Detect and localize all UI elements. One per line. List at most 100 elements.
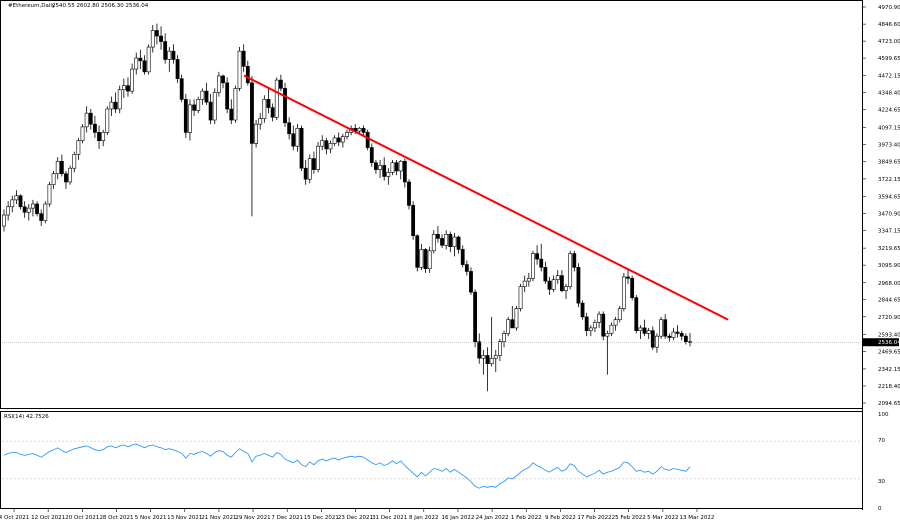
candle-body (469, 271, 473, 293)
candle (551, 275, 556, 293)
candle (258, 113, 263, 130)
candle (452, 232, 457, 257)
candle (14, 190, 19, 205)
candle-body (328, 143, 333, 150)
candle (382, 157, 387, 181)
candle-body (245, 66, 250, 84)
price-axis-ticks: 4970.90 4846.60 4723.00 4599.65 4472.15 4348.… (862, 5, 900, 407)
rsi-tick-100: 100 (878, 412, 889, 418)
candle-body (146, 46, 151, 73)
candle (481, 349, 486, 375)
candle-body (97, 132, 101, 141)
candle (332, 135, 337, 147)
candle-body (266, 99, 271, 108)
price-tick-label: 4970.90 (878, 5, 900, 11)
date-tick-label: 28 Oct 2021 (99, 515, 133, 521)
candle (374, 159, 378, 174)
candle-body (493, 355, 498, 359)
candle-body (535, 253, 539, 260)
candle (448, 231, 453, 253)
candle-body (584, 316, 589, 331)
candle (485, 347, 490, 392)
candle (506, 316, 511, 337)
candle-body (39, 213, 44, 221)
candle (535, 245, 539, 265)
candle (183, 93, 188, 138)
candle (225, 77, 230, 114)
candle-body (502, 333, 506, 342)
candle-body (576, 267, 581, 304)
candle-body (183, 99, 188, 133)
candle (667, 333, 672, 342)
candle-body (307, 158, 312, 180)
candle-body (601, 313, 606, 337)
price-tick-label: 4723.00 (878, 39, 900, 45)
candle (423, 248, 428, 273)
candle (683, 333, 688, 345)
candle-body (415, 235, 420, 268)
candle-body (452, 236, 457, 247)
candle-body (572, 253, 577, 268)
current-price-box (863, 338, 899, 347)
candle (431, 230, 436, 254)
candle (679, 330, 684, 341)
candle (316, 142, 320, 173)
candle (642, 319, 647, 337)
candle (312, 151, 316, 174)
candle-body (93, 123, 97, 133)
candle-body (444, 233, 449, 246)
candle (489, 316, 494, 367)
candle-body (150, 30, 155, 48)
candle-body (142, 60, 147, 73)
resistance-trendline (243, 74, 729, 321)
candle (287, 117, 292, 140)
candle (675, 325, 680, 338)
candle (477, 333, 482, 364)
candle-body (514, 308, 519, 329)
candle-body (278, 79, 283, 89)
price-tick-label: 4599.65 (878, 56, 900, 62)
candle (336, 132, 341, 147)
candle (142, 55, 147, 75)
candle (510, 305, 515, 329)
date-tick-label: 29 Nov 2021 (235, 515, 270, 521)
candle (93, 115, 97, 138)
candle (43, 201, 48, 224)
rsi-axis-ticks: 100 70 30 0 (878, 412, 889, 512)
candle-body (295, 127, 300, 147)
candle-body (345, 132, 349, 137)
candle-body (299, 127, 304, 169)
candle (221, 74, 225, 89)
candle (291, 125, 296, 151)
candle (365, 129, 370, 151)
candle-body (47, 184, 52, 205)
candle-body (109, 101, 114, 110)
candle (584, 312, 589, 337)
candle (394, 159, 399, 176)
price-tick-label: 2720.90 (878, 315, 900, 321)
candle-body (192, 104, 196, 111)
candle-body (522, 280, 527, 287)
candle-body (270, 107, 275, 118)
candle-body (394, 162, 399, 172)
candle (80, 124, 85, 144)
candle (498, 338, 502, 361)
date-tick-label: 24 Jan 2022 (476, 515, 509, 521)
candle-body (80, 126, 85, 141)
candle (200, 88, 205, 105)
candle (117, 85, 122, 114)
candle-body (113, 101, 118, 110)
price-tick-label: 3722.15 (878, 177, 900, 183)
date-tick-label: 8 Jan 2022 (409, 515, 438, 521)
candle-body (117, 89, 122, 110)
candle (163, 33, 168, 64)
candle-body (35, 203, 39, 214)
candle (179, 74, 184, 103)
candle (68, 165, 73, 185)
candle-body (221, 75, 225, 84)
candle (588, 325, 593, 337)
candle (502, 330, 506, 348)
candle-body (638, 327, 643, 331)
candle (97, 125, 101, 149)
date-tick-label: 5 Nov 2021 (135, 515, 167, 521)
